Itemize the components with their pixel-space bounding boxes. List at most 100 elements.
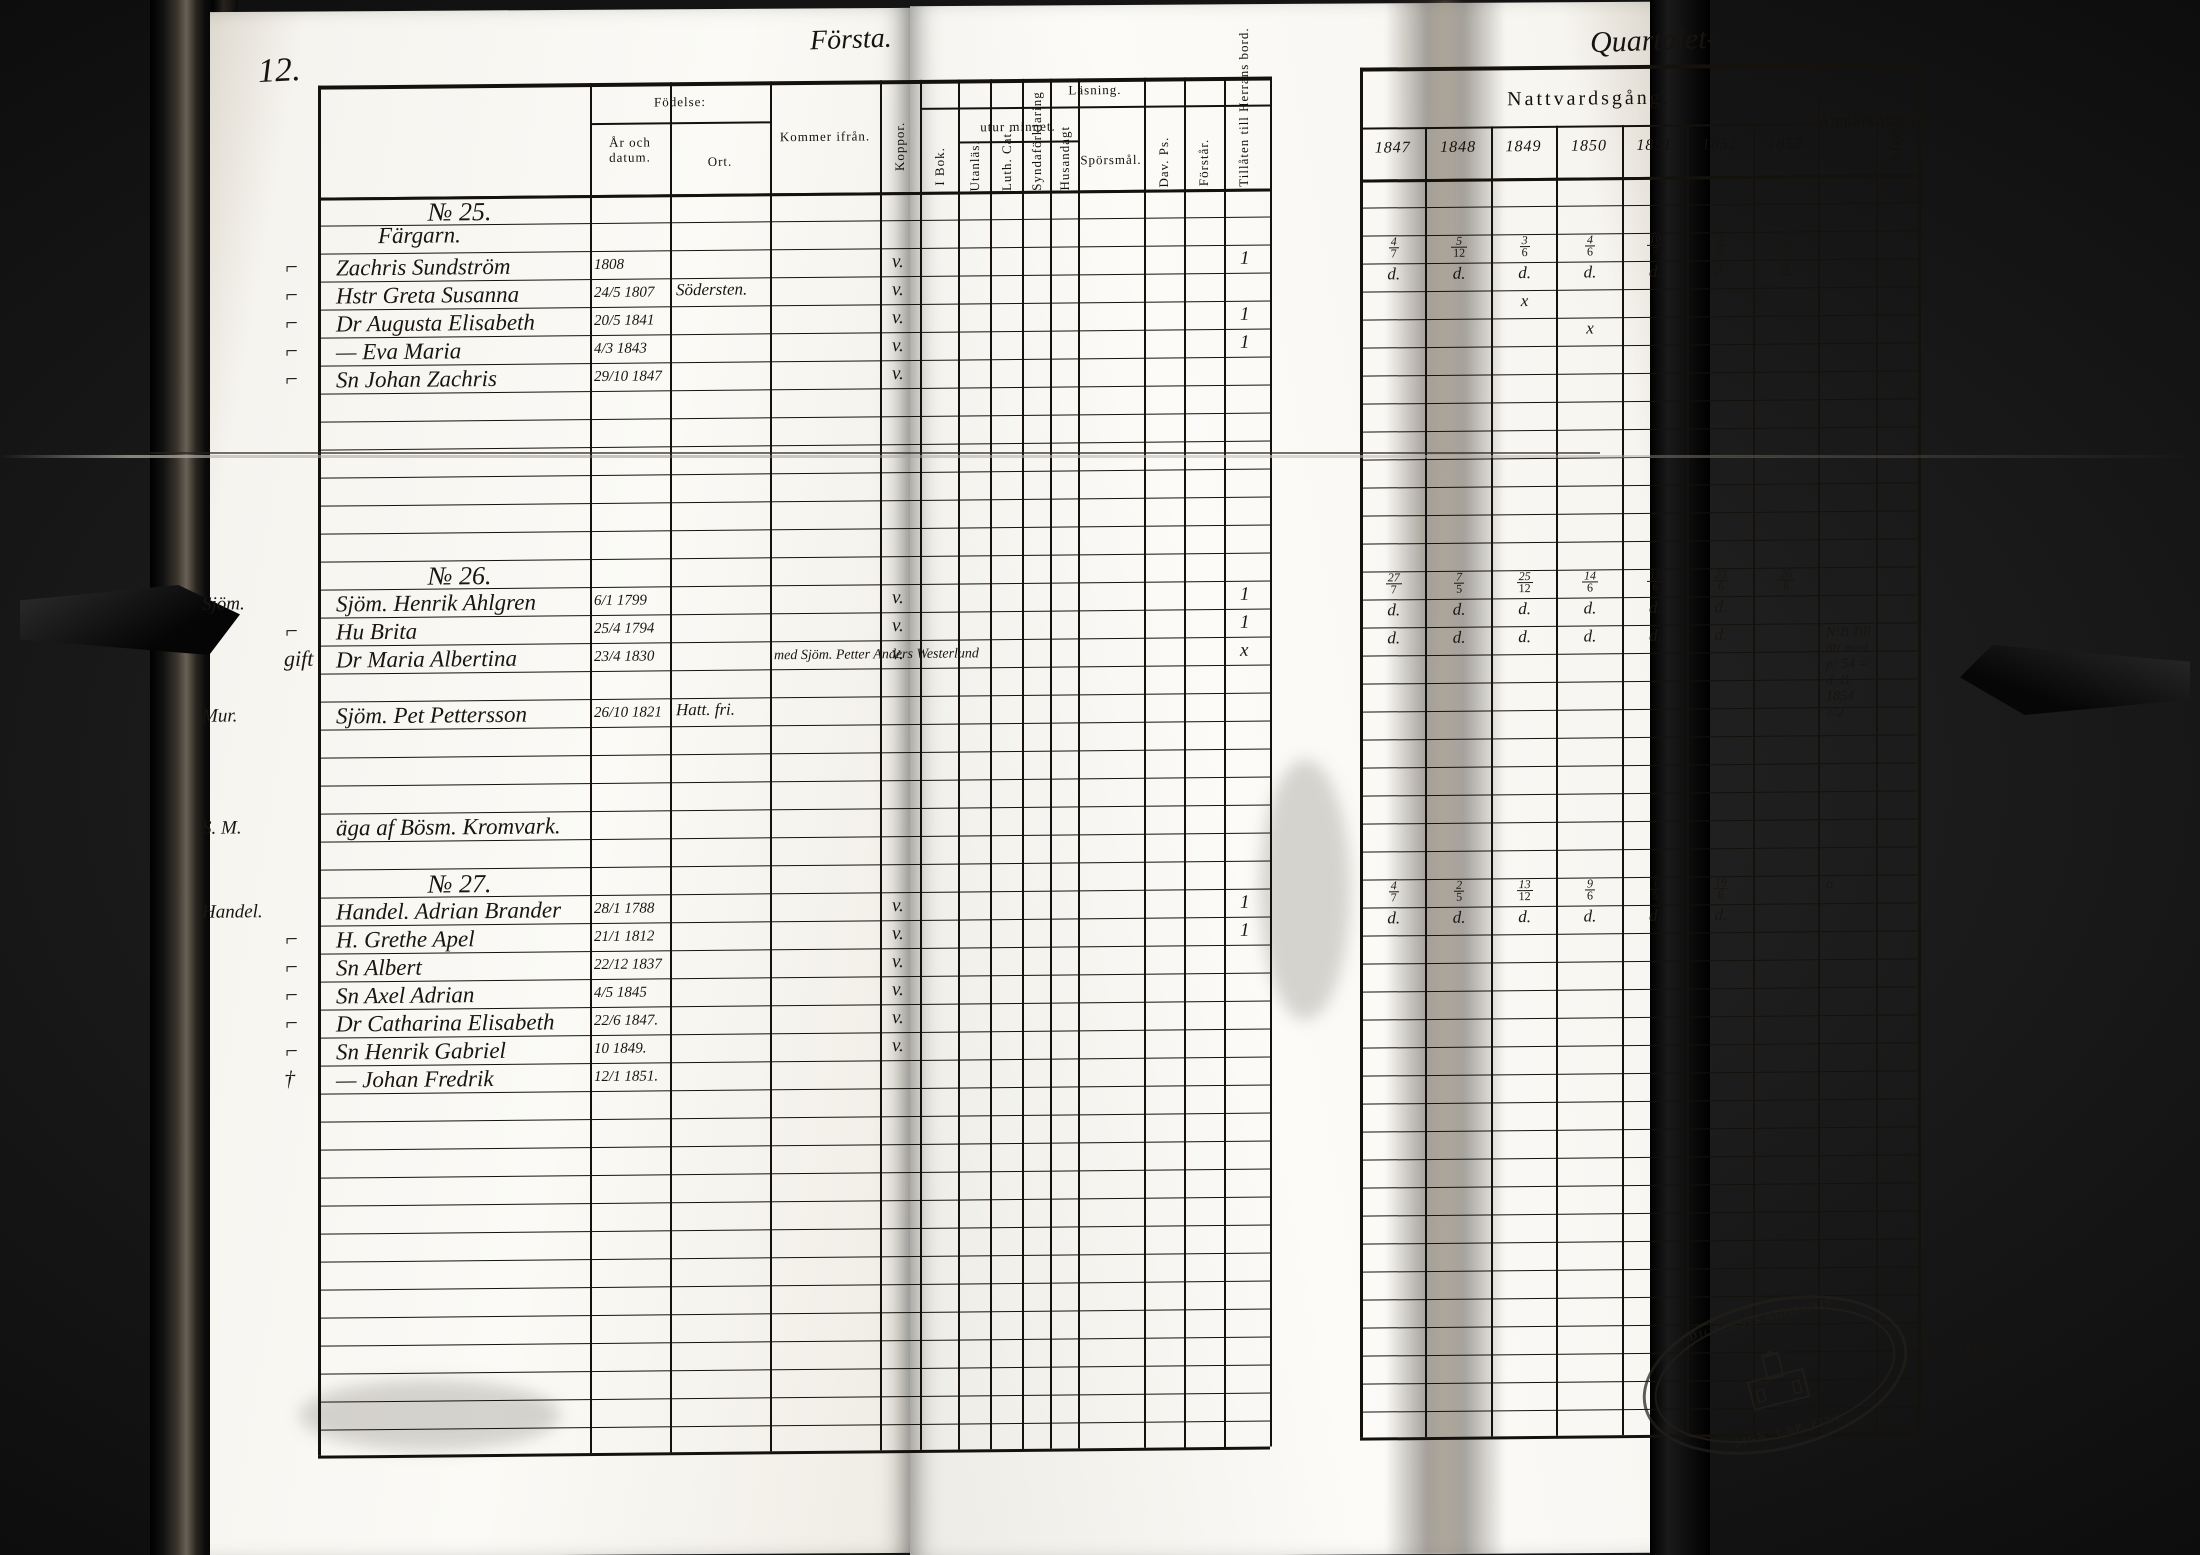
table-hline xyxy=(1360,762,1918,769)
archive-stamp: DIOECESIS ABOENSIS SIGN. CAP. PINT xyxy=(1625,1269,1925,1481)
person-name: — Johan Fredrik xyxy=(336,1065,494,1093)
table-vline xyxy=(1876,62,1878,1433)
table-vline xyxy=(770,81,772,1452)
branch-mark: ⌐ xyxy=(284,337,299,364)
table-hline xyxy=(1360,123,1818,130)
communion-entry: d. xyxy=(1583,598,1597,618)
table-hline xyxy=(318,1336,1270,1347)
table-vline xyxy=(1752,123,1755,1434)
person-name: Hstr Greta Susanna xyxy=(336,281,520,309)
person-name: Dr Maria Albertina xyxy=(336,645,518,673)
table-hline xyxy=(1360,510,1918,517)
header-communion-group: Nattvardsgång. xyxy=(1507,86,1671,111)
table-dashed-vline xyxy=(1022,140,1024,1449)
birth-date: 23/4 1830 xyxy=(594,648,655,666)
birth-place: Hatt. fri. xyxy=(676,699,736,720)
birth-date: 22/6 1847. xyxy=(594,1012,659,1030)
person-name: Sn Axel Adrian xyxy=(336,982,475,1009)
smallpox-mark: v. xyxy=(892,979,904,1001)
table-hline xyxy=(920,104,1270,110)
table-dashed-vline xyxy=(1184,117,1186,1448)
table-hline xyxy=(1360,230,1918,237)
smallpox-mark: v. xyxy=(892,279,904,301)
table-hline xyxy=(1360,1238,1918,1245)
table-hline xyxy=(318,1446,1270,1459)
table-vline xyxy=(318,85,321,1456)
table-hline xyxy=(318,972,1270,983)
smallpox-mark: v. xyxy=(892,643,904,665)
table-vline xyxy=(920,79,922,1450)
communion-entry: d. xyxy=(1583,262,1597,282)
book-spine xyxy=(150,0,220,1555)
table-hline xyxy=(318,1140,1270,1151)
header-in-book: I Bok. xyxy=(932,147,947,187)
communion-entry: 19 6 xyxy=(1712,875,1729,902)
communion-entry: x xyxy=(1520,291,1529,311)
smallpox-mark: v. xyxy=(892,895,904,917)
communion-entry: 25 12 xyxy=(1516,569,1533,596)
communion-entry: d. xyxy=(1649,905,1662,925)
table-hline xyxy=(318,496,1270,507)
smudge xyxy=(300,1380,560,1450)
admitted-mark: 1 xyxy=(1240,891,1250,913)
table-hline xyxy=(1360,1182,1918,1189)
table-dashed-vline xyxy=(958,141,960,1450)
person-name: Zachris Sundström xyxy=(336,253,511,281)
communion-entry: d. xyxy=(1649,625,1662,645)
table-vline xyxy=(1078,78,1080,1449)
header-notes: Anmärkningar. xyxy=(1818,112,1928,131)
communion-entry: 23 6 xyxy=(1712,567,1729,594)
table-hline xyxy=(318,1364,1270,1375)
header-departure: Afgått. xyxy=(1888,116,1903,163)
person-name: — Eva Maria xyxy=(336,338,462,365)
table-hline xyxy=(1360,1098,1918,1105)
table-hline xyxy=(318,1224,1270,1235)
table-hline xyxy=(1360,538,1918,545)
person-name: äga af Bösm. Kromvark. xyxy=(336,813,561,841)
person-name: Sjöm. Pet Pettersson xyxy=(336,701,527,729)
branch-mark: ⌐ xyxy=(284,1037,299,1064)
table-hline xyxy=(1360,734,1918,741)
header-smallpox: Koppor. xyxy=(892,121,907,171)
communion-entry: d. xyxy=(1452,907,1466,927)
communion-entry: d. xyxy=(1583,906,1597,926)
table-hline xyxy=(1360,482,1918,489)
table-vline xyxy=(1621,125,1624,1436)
table-vline xyxy=(1918,62,1921,1433)
smallpox-mark: v. xyxy=(892,307,904,329)
table-hline xyxy=(318,1196,1270,1207)
table-hline xyxy=(1360,398,1918,405)
table-hline xyxy=(1360,818,1918,825)
communion-year-1850: 1850 xyxy=(1570,137,1607,155)
smallpox-mark: v. xyxy=(892,335,904,357)
communion-entry: x xyxy=(1586,318,1594,338)
birth-date: 24/5 1807 xyxy=(594,284,655,302)
communion-entry: d. xyxy=(1387,600,1401,620)
table-vline xyxy=(880,80,882,1451)
birth-date: 20/5 1841 xyxy=(594,312,655,330)
person-name: Sn Albert xyxy=(336,954,422,981)
header-luth-cat: Luth. Cat. xyxy=(999,128,1014,192)
communion-entry: 27 5 xyxy=(1778,230,1795,257)
table-vline xyxy=(1490,126,1493,1437)
smallpox-mark: v. xyxy=(892,951,904,973)
admitted-mark: 1 xyxy=(1240,331,1250,353)
table-vline xyxy=(1360,67,1363,1438)
birth-date: 22/12 1837 xyxy=(594,956,662,974)
table-hline xyxy=(1360,370,1918,377)
handwritten-heading-right: Quartalet- xyxy=(1589,21,1718,60)
person-name: Handel. Adrian Brander xyxy=(336,897,562,925)
communion-entry: d. xyxy=(1452,599,1466,619)
table-vline xyxy=(590,83,592,1454)
page-gutter xyxy=(1385,0,1505,1555)
communion-year-1853: 1853 xyxy=(1767,135,1804,153)
table-hline xyxy=(1360,986,1918,993)
smallpox-mark: v. xyxy=(892,923,904,945)
table-hline xyxy=(1360,202,1918,209)
communion-entry: d. xyxy=(1452,627,1466,647)
table-hline xyxy=(318,748,1270,759)
header-admitted: Tillåten till Herrans bord. xyxy=(1236,27,1251,187)
table-hline xyxy=(1360,426,1918,433)
